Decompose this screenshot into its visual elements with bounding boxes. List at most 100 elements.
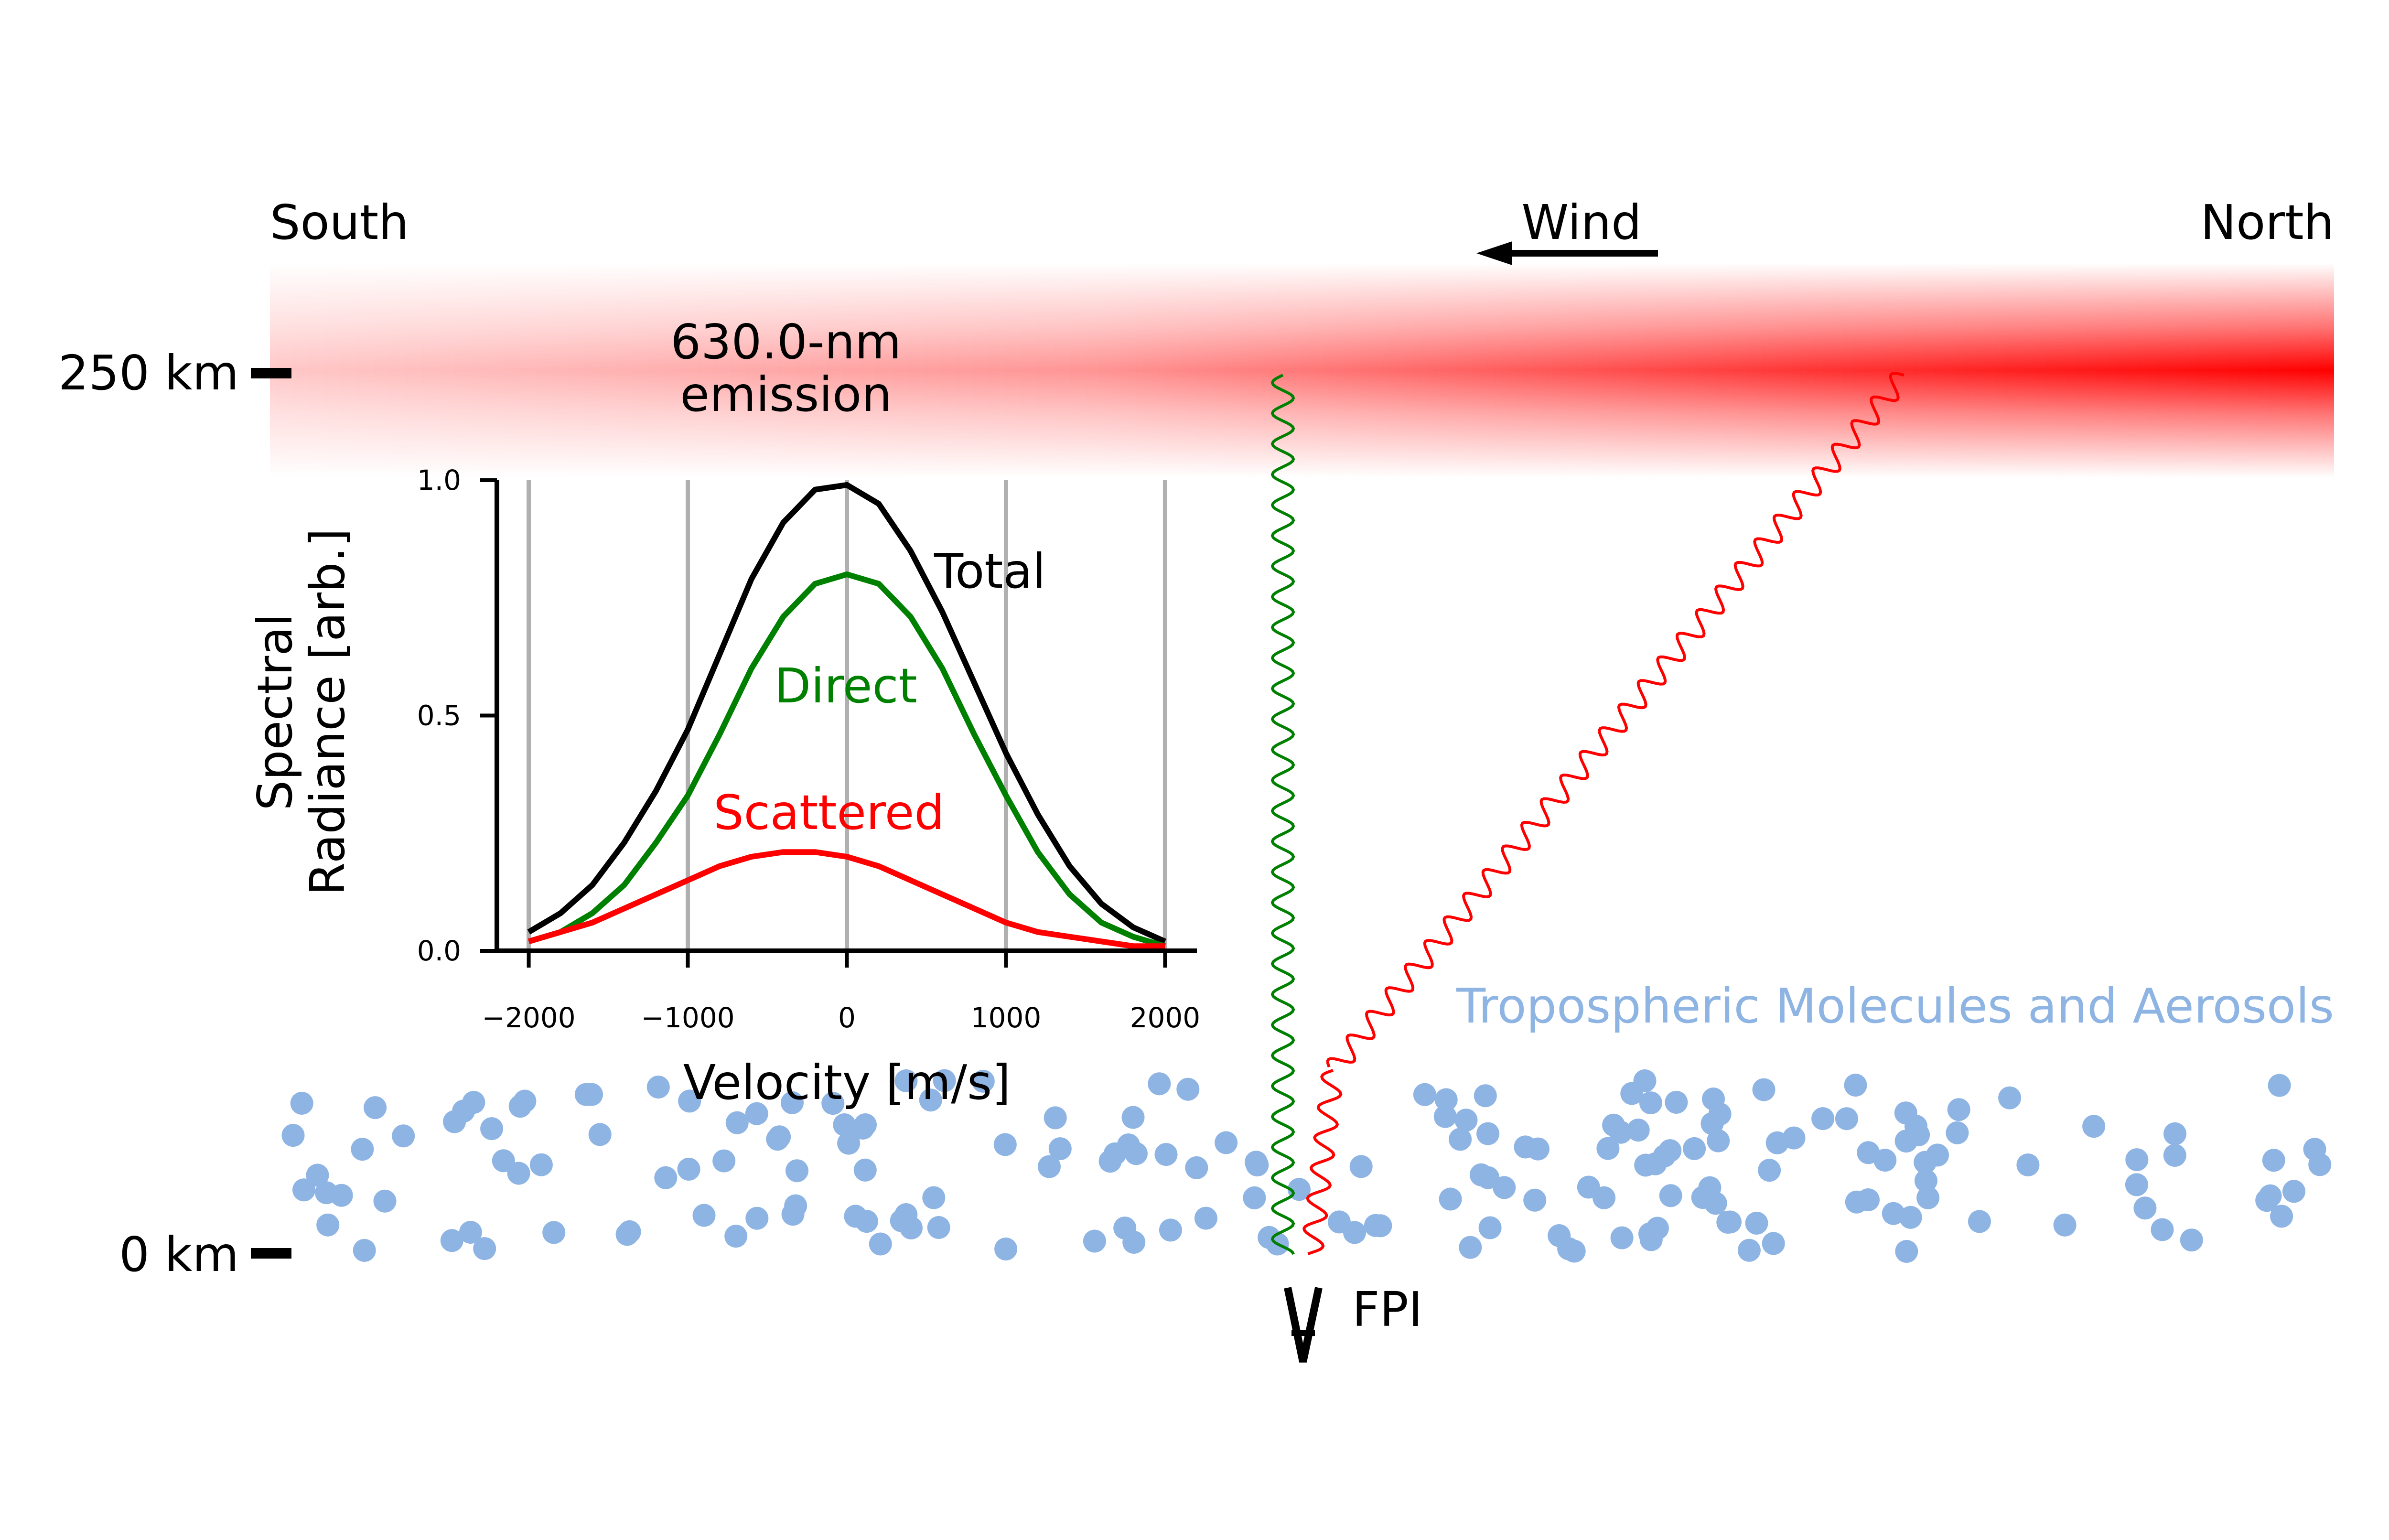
- emission-label-line2: emission: [680, 366, 892, 422]
- particle: [615, 1223, 639, 1246]
- particle: [1758, 1159, 1781, 1182]
- particle: [290, 1091, 313, 1115]
- direct-light-ray: [1270, 374, 1295, 1255]
- particle: [1159, 1218, 1182, 1242]
- particle: [1343, 1221, 1366, 1244]
- x-axis-label: Velocity [m/s]: [683, 1055, 1011, 1110]
- particle: [542, 1221, 566, 1244]
- particle: [1737, 1238, 1761, 1262]
- particle: [2016, 1153, 2040, 1176]
- particle: [855, 1210, 878, 1233]
- x-tick-label: −1000: [641, 1002, 734, 1034]
- series-label-scattered: Scattered: [713, 785, 945, 840]
- particle: [654, 1166, 678, 1189]
- particle: [869, 1232, 892, 1256]
- particle: [1762, 1232, 1785, 1255]
- particle: [1882, 1202, 1905, 1225]
- particle: [1044, 1106, 1067, 1130]
- particle: [1946, 1121, 1969, 1144]
- particle: [692, 1204, 716, 1227]
- particle: [1098, 1150, 1122, 1173]
- particle: [2125, 1173, 2148, 1196]
- y-tick-label: 0.5: [417, 700, 461, 732]
- particle: [1634, 1153, 1657, 1177]
- series-line-scattered: [527, 849, 1165, 949]
- particle: [1523, 1188, 1547, 1212]
- particle: [1246, 1153, 1269, 1177]
- particle: [508, 1095, 532, 1118]
- particle: [821, 1092, 845, 1115]
- particle: [392, 1124, 415, 1148]
- particle: [1704, 1192, 1727, 1215]
- particle: [1626, 1119, 1650, 1142]
- emission-layer: [270, 263, 2334, 478]
- particle: [1117, 1133, 1140, 1157]
- particle: [1439, 1187, 1462, 1211]
- particle: [1639, 1228, 1663, 1251]
- particle: [1577, 1175, 1600, 1199]
- x-tick-label: −2000: [482, 1002, 575, 1034]
- particle: [2151, 1218, 2174, 1241]
- particle: [933, 1069, 956, 1092]
- altitude-tick-0: [251, 1248, 291, 1259]
- particle: [1083, 1229, 1106, 1253]
- particle: [2303, 1138, 2326, 1161]
- particle: [1844, 1074, 1867, 1097]
- wind-arrow-icon: [1476, 241, 1658, 265]
- particle: [1413, 1083, 1436, 1106]
- particle: [1215, 1131, 1238, 1154]
- particle: [1752, 1078, 1776, 1101]
- particle: [1658, 1139, 1682, 1163]
- fpi-label: FPI: [1352, 1282, 1422, 1337]
- particle: [1811, 1107, 1835, 1131]
- particle: [2053, 1213, 2077, 1237]
- particle: [2163, 1144, 2186, 1167]
- particle: [678, 1089, 701, 1113]
- particle: [1895, 1240, 1918, 1263]
- particle: [2133, 1196, 2157, 1220]
- x-tick-label: 2000: [1130, 1002, 1201, 1034]
- particle: [1968, 1210, 1991, 1233]
- particle: [837, 1131, 861, 1155]
- particle: [373, 1189, 397, 1213]
- particle: [281, 1124, 305, 1147]
- particle: [1719, 1210, 1742, 1234]
- particle: [1914, 1169, 1937, 1193]
- particle: [2180, 1228, 2203, 1252]
- particle: [1526, 1137, 1550, 1161]
- particle: [677, 1157, 700, 1181]
- fpi-instrument-icon: [1284, 1287, 1323, 1363]
- emission-label-line1: 630.0-nm: [670, 314, 901, 370]
- particle: [2262, 1149, 2285, 1172]
- scattered-light-ray: [1302, 372, 1905, 1255]
- particle: [1459, 1236, 1482, 1259]
- particle: [1639, 1091, 1662, 1115]
- x-tick-label: 0: [838, 1002, 856, 1034]
- particle: [971, 1069, 995, 1093]
- particle: [1683, 1137, 1706, 1160]
- altitude-axis: 250 km 0 km: [58, 345, 291, 1282]
- particle: [927, 1216, 950, 1239]
- particle: [781, 1091, 804, 1114]
- particle: [1369, 1214, 1392, 1238]
- spectrum-inset-chart: −2000 −1000 0 1000 2000 0.0 0.5 1.0 Velocity [m/…: [247, 464, 1200, 1110]
- particle: [1048, 1137, 1072, 1161]
- particle: [1454, 1109, 1478, 1132]
- particle: [1243, 1186, 1266, 1209]
- particle: [724, 1225, 748, 1248]
- particle: [1708, 1102, 1732, 1126]
- particle: [2163, 1122, 2186, 1145]
- particle: [351, 1138, 374, 1161]
- y-axis-label-line1: Spectral: [247, 614, 303, 811]
- particle: [1121, 1106, 1145, 1129]
- particle: [1602, 1113, 1625, 1137]
- particle: [1926, 1143, 1949, 1167]
- particle: [492, 1149, 515, 1173]
- y-axis-label-line2: Radiance [arb.]: [300, 528, 355, 895]
- particle: [330, 1184, 353, 1207]
- particle: [1154, 1143, 1178, 1166]
- particle: [1659, 1184, 1682, 1207]
- particle: [459, 1221, 482, 1244]
- particle: [1596, 1137, 1620, 1160]
- particle: [1765, 1131, 1789, 1154]
